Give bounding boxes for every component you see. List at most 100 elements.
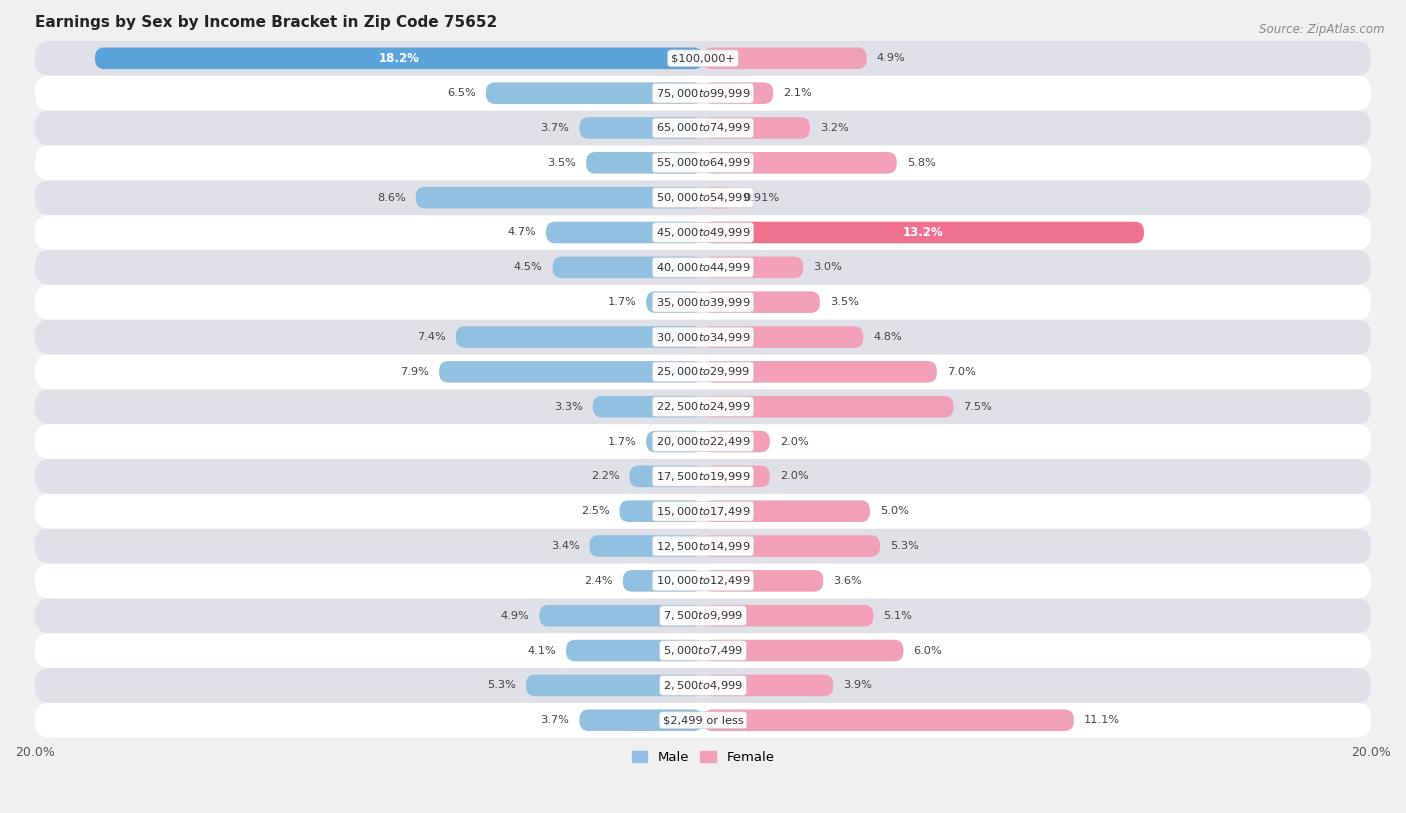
Text: 18.2%: 18.2% [378,52,419,65]
Text: $30,000 to $34,999: $30,000 to $34,999 [655,331,751,344]
FancyBboxPatch shape [35,493,1371,528]
FancyBboxPatch shape [486,82,703,104]
Text: 7.4%: 7.4% [418,332,446,342]
FancyBboxPatch shape [647,291,703,313]
Text: $15,000 to $17,499: $15,000 to $17,499 [655,505,751,518]
Text: 3.7%: 3.7% [540,715,569,725]
FancyBboxPatch shape [35,668,1371,702]
FancyBboxPatch shape [35,459,1371,493]
Text: 3.9%: 3.9% [844,680,872,690]
Legend: Male, Female: Male, Female [626,746,780,769]
Text: Earnings by Sex by Income Bracket in Zip Code 75652: Earnings by Sex by Income Bracket in Zip… [35,15,498,30]
FancyBboxPatch shape [35,285,1371,320]
Text: 2.0%: 2.0% [780,472,808,481]
FancyBboxPatch shape [35,146,1371,180]
FancyBboxPatch shape [703,466,770,487]
Text: 0.91%: 0.91% [744,193,779,202]
FancyBboxPatch shape [703,710,1074,731]
Text: 4.5%: 4.5% [515,263,543,272]
FancyBboxPatch shape [703,82,773,104]
FancyBboxPatch shape [703,500,870,522]
FancyBboxPatch shape [589,535,703,557]
FancyBboxPatch shape [703,431,770,452]
Text: 3.5%: 3.5% [547,158,576,167]
Text: 6.5%: 6.5% [447,88,475,98]
Text: 3.7%: 3.7% [540,123,569,133]
Text: 5.1%: 5.1% [883,611,912,620]
FancyBboxPatch shape [647,431,703,452]
Text: $5,000 to $7,499: $5,000 to $7,499 [664,644,742,657]
Text: $65,000 to $74,999: $65,000 to $74,999 [655,121,751,134]
FancyBboxPatch shape [35,180,1371,215]
FancyBboxPatch shape [456,326,703,348]
Text: 4.7%: 4.7% [508,228,536,237]
Text: 7.5%: 7.5% [963,402,993,411]
Text: $7,500 to $9,999: $7,500 to $9,999 [664,609,742,622]
FancyBboxPatch shape [703,570,824,592]
FancyBboxPatch shape [416,187,703,208]
Text: $2,500 to $4,999: $2,500 to $4,999 [664,679,742,692]
FancyBboxPatch shape [579,710,703,731]
FancyBboxPatch shape [35,633,1371,668]
FancyBboxPatch shape [35,111,1371,146]
Text: 5.8%: 5.8% [907,158,935,167]
FancyBboxPatch shape [586,152,703,174]
FancyBboxPatch shape [546,222,703,243]
Text: $45,000 to $49,999: $45,000 to $49,999 [655,226,751,239]
Text: 5.0%: 5.0% [880,506,908,516]
Text: 3.0%: 3.0% [813,263,842,272]
FancyBboxPatch shape [703,326,863,348]
Text: $22,500 to $24,999: $22,500 to $24,999 [655,400,751,413]
Text: 5.3%: 5.3% [890,541,920,551]
FancyBboxPatch shape [35,389,1371,424]
Text: $17,500 to $19,999: $17,500 to $19,999 [655,470,751,483]
Text: $20,000 to $22,499: $20,000 to $22,499 [655,435,751,448]
Text: 11.1%: 11.1% [1084,715,1121,725]
FancyBboxPatch shape [703,605,873,627]
FancyBboxPatch shape [35,320,1371,354]
Text: $55,000 to $64,999: $55,000 to $64,999 [655,156,751,169]
FancyBboxPatch shape [96,47,703,69]
FancyBboxPatch shape [630,466,703,487]
Text: 4.9%: 4.9% [877,54,905,63]
Text: 4.8%: 4.8% [873,332,903,342]
Text: 2.4%: 2.4% [583,576,613,586]
Text: 3.2%: 3.2% [820,123,849,133]
FancyBboxPatch shape [703,222,1144,243]
FancyBboxPatch shape [703,640,904,661]
Text: 4.9%: 4.9% [501,611,529,620]
Text: Source: ZipAtlas.com: Source: ZipAtlas.com [1260,23,1385,36]
Text: 7.0%: 7.0% [946,367,976,377]
FancyBboxPatch shape [540,605,703,627]
FancyBboxPatch shape [703,535,880,557]
FancyBboxPatch shape [439,361,703,383]
FancyBboxPatch shape [703,257,803,278]
Text: 2.1%: 2.1% [783,88,811,98]
Text: $25,000 to $29,999: $25,000 to $29,999 [655,365,751,378]
FancyBboxPatch shape [553,257,703,278]
FancyBboxPatch shape [35,598,1371,633]
FancyBboxPatch shape [703,117,810,139]
FancyBboxPatch shape [579,117,703,139]
Text: 2.0%: 2.0% [780,437,808,446]
Text: 4.1%: 4.1% [527,646,555,655]
FancyBboxPatch shape [703,675,834,696]
FancyBboxPatch shape [703,396,953,418]
Text: 6.0%: 6.0% [914,646,942,655]
Text: 13.2%: 13.2% [903,226,943,239]
FancyBboxPatch shape [35,76,1371,111]
Text: $50,000 to $54,999: $50,000 to $54,999 [655,191,751,204]
FancyBboxPatch shape [593,396,703,418]
Text: 3.3%: 3.3% [554,402,582,411]
Text: $75,000 to $99,999: $75,000 to $99,999 [655,87,751,100]
Text: 3.5%: 3.5% [830,298,859,307]
FancyBboxPatch shape [567,640,703,661]
Text: 2.5%: 2.5% [581,506,609,516]
Text: 1.7%: 1.7% [607,298,636,307]
Text: $12,500 to $14,999: $12,500 to $14,999 [655,540,751,553]
Text: $10,000 to $12,499: $10,000 to $12,499 [655,574,751,587]
FancyBboxPatch shape [703,361,936,383]
FancyBboxPatch shape [35,215,1371,250]
FancyBboxPatch shape [35,354,1371,389]
FancyBboxPatch shape [703,291,820,313]
